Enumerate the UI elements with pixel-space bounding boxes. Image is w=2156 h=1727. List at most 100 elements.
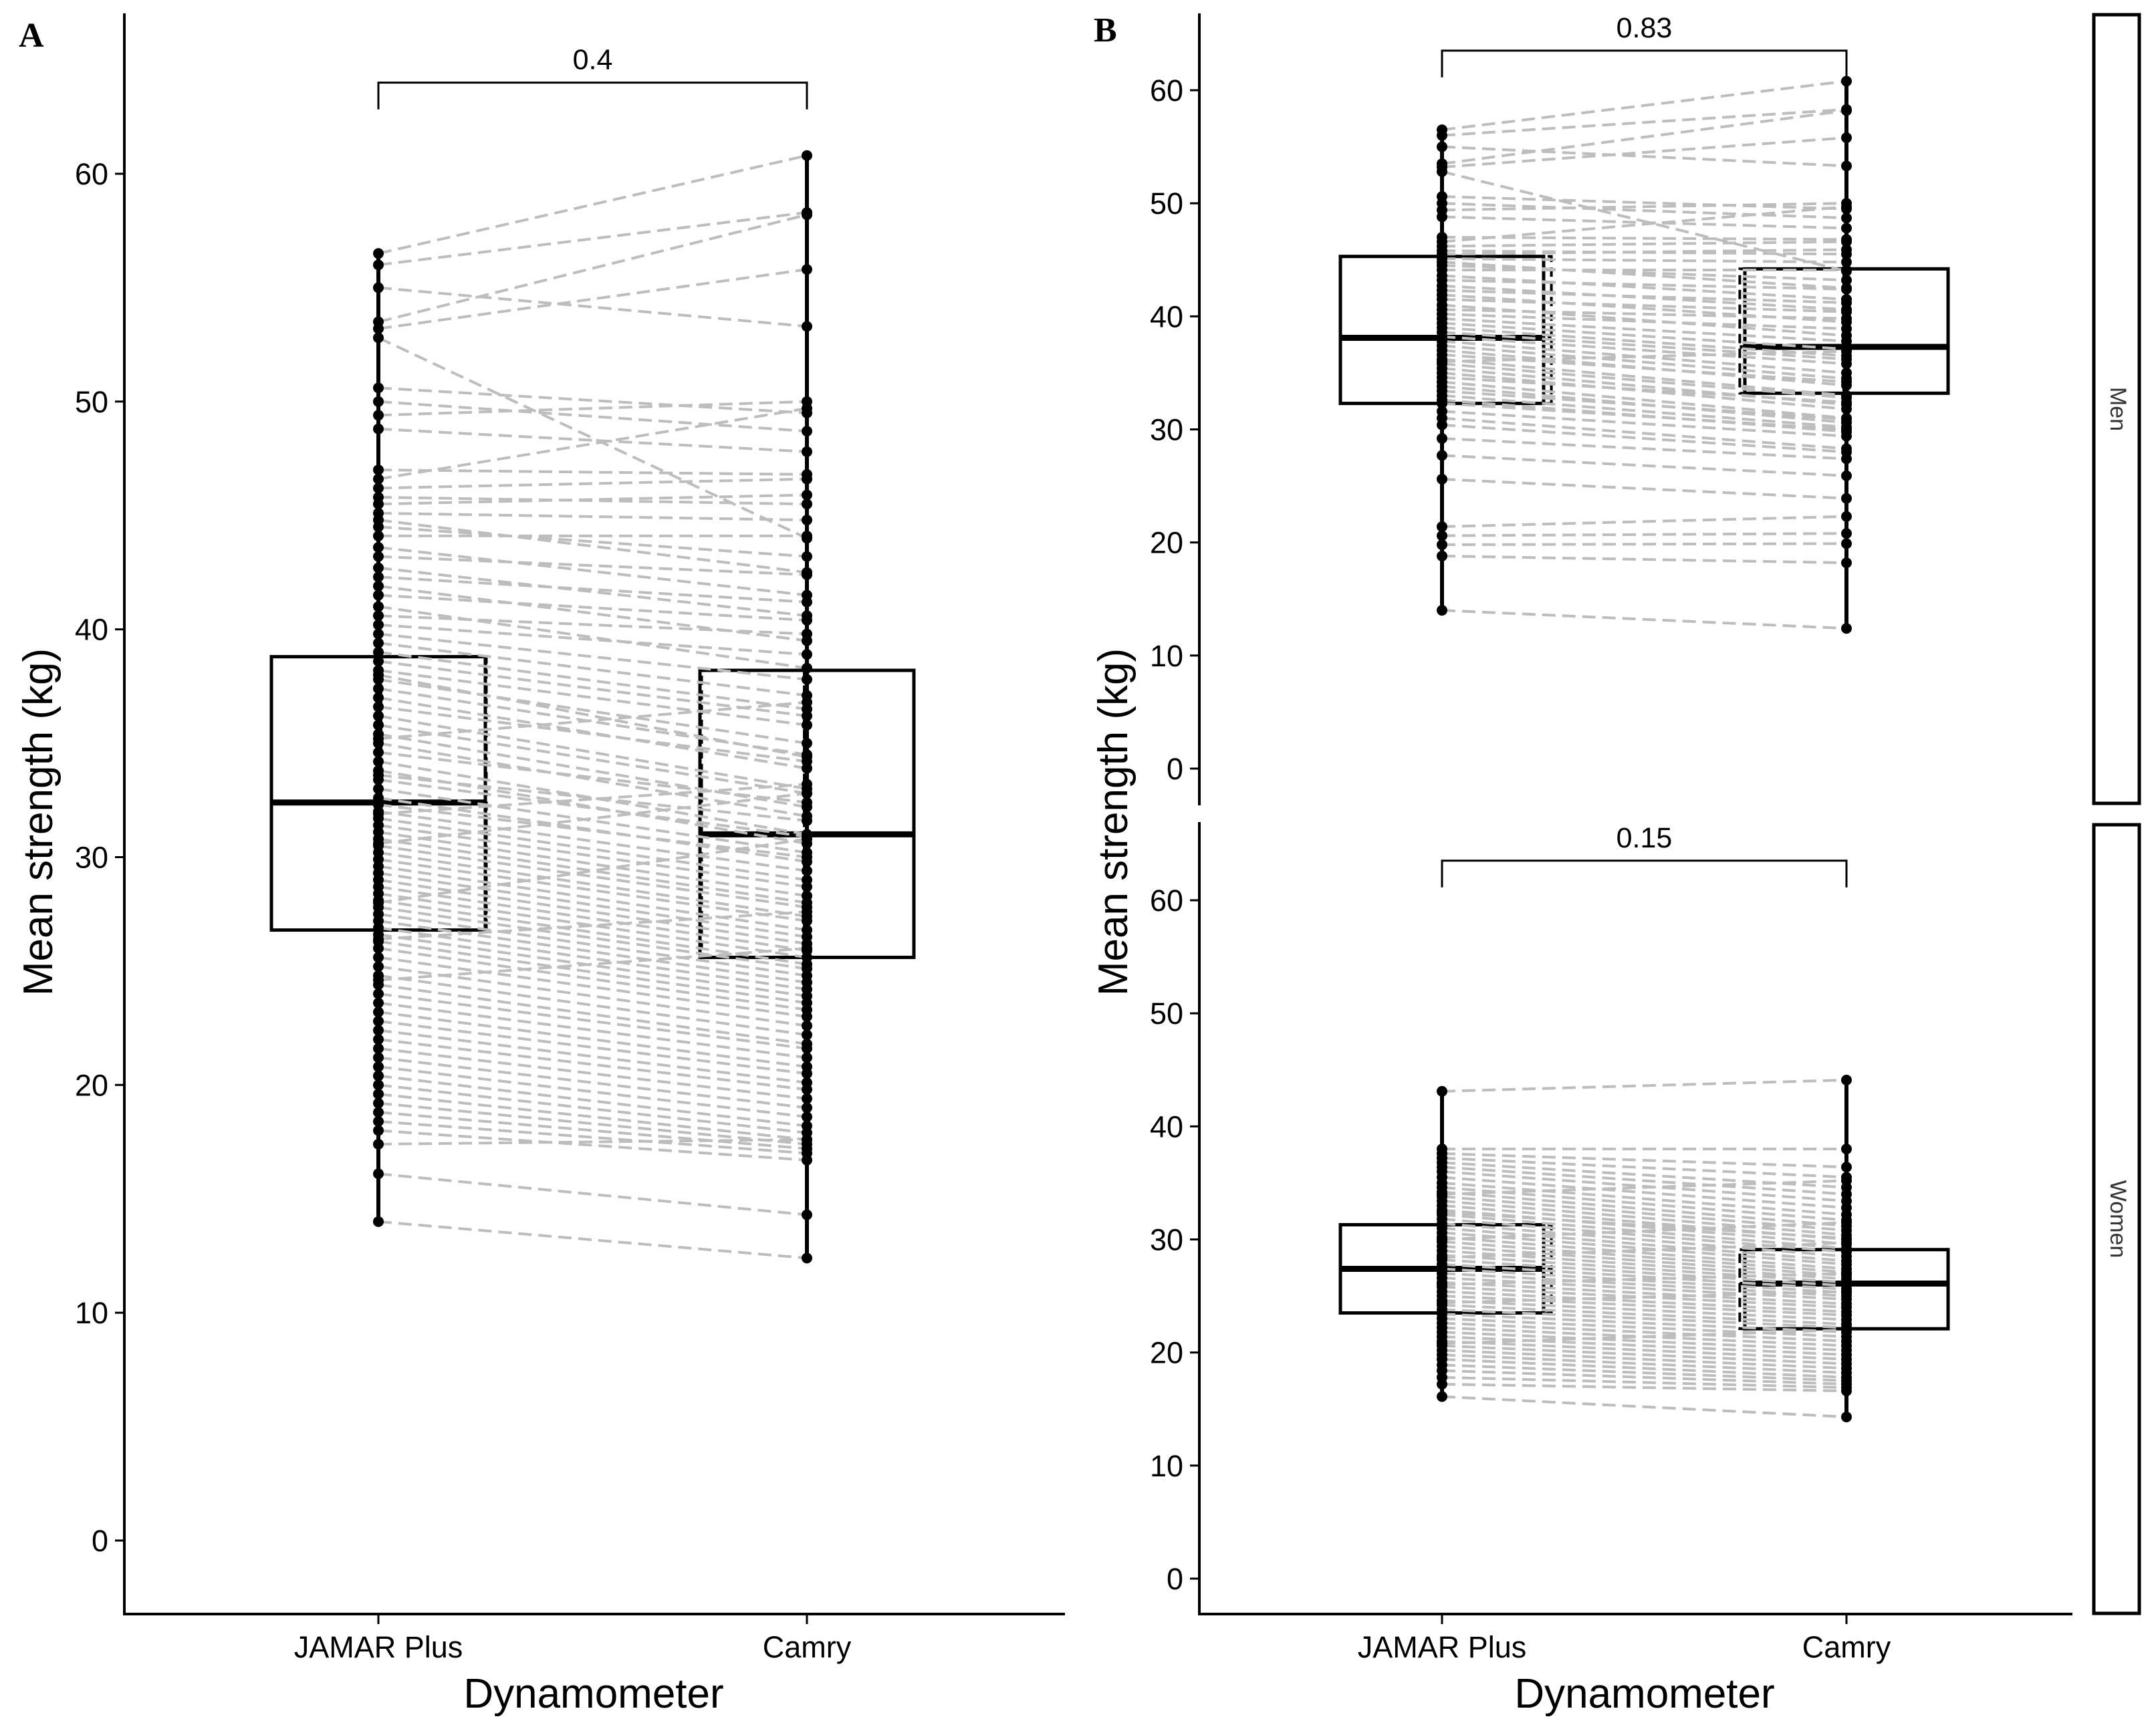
y-tick-label: 50 (1150, 997, 1183, 1031)
data-point (373, 1043, 384, 1054)
data-point (373, 683, 384, 694)
pair-line (1441, 1353, 1847, 1375)
data-point (1841, 283, 1852, 295)
data-point (802, 865, 812, 876)
y-tick-label: 40 (1150, 1109, 1183, 1144)
pair-line (378, 1038, 808, 1091)
data-point (802, 719, 812, 730)
pair-line (1441, 380, 1847, 420)
pair-line (1441, 321, 1847, 351)
data-point (802, 1084, 812, 1095)
pair-line (1441, 1221, 1847, 1241)
data-point (1841, 223, 1852, 234)
data-point (1841, 376, 1852, 388)
data-point (373, 1125, 384, 1136)
data-point (1841, 76, 1852, 87)
pair-line (378, 673, 808, 759)
pair-line (378, 714, 808, 791)
data-point (1841, 1217, 1852, 1228)
pair-line (378, 286, 808, 328)
data-point (373, 259, 384, 271)
pair-line (1441, 1331, 1847, 1352)
data-point (802, 851, 812, 863)
panel-a-x-title: Dynamometer (463, 1671, 723, 1717)
data-point (1841, 1286, 1852, 1297)
pair-line (1441, 1395, 1847, 1419)
pair-line (378, 803, 808, 859)
pair-line (378, 614, 808, 636)
pair-line (378, 783, 808, 815)
data-point (802, 662, 812, 674)
data-point (1841, 336, 1852, 347)
pair-line (1441, 1218, 1847, 1254)
data-point (373, 783, 384, 795)
data-point (1841, 323, 1852, 334)
pair-line (1441, 1258, 1847, 1287)
pair-line (1441, 264, 1847, 282)
data-point (1841, 1385, 1852, 1397)
p-value-label: 0.15 (1616, 822, 1673, 854)
pair-line (1441, 308, 1847, 320)
pair-line (1441, 248, 1847, 256)
pair-line (378, 983, 808, 1045)
data-point (1841, 275, 1852, 286)
data-point (373, 1115, 384, 1127)
pair-line (378, 477, 808, 490)
pair-line (1441, 331, 1847, 361)
pair-line (1441, 1078, 1847, 1093)
y-tick-label: 20 (75, 1068, 108, 1102)
data-point (802, 473, 812, 485)
data-point (802, 596, 812, 608)
data-point (802, 1102, 812, 1113)
pair-line (1441, 1369, 1847, 1386)
data-point (373, 619, 384, 630)
data-point (802, 569, 812, 580)
data-point (373, 571, 384, 583)
pair-line (1441, 1383, 1847, 1393)
data-point (373, 423, 384, 434)
pair-line (1441, 1290, 1847, 1305)
pair-line (1441, 80, 1847, 132)
pair-line (1441, 317, 1847, 343)
data-point (802, 881, 812, 892)
pair-line (1441, 1240, 1847, 1274)
data-point (373, 1070, 384, 1081)
pair-line (1441, 1241, 1847, 1259)
data-point (1841, 297, 1852, 309)
pair-line (1441, 1375, 1847, 1389)
data-point (373, 499, 384, 510)
pair-line (1441, 477, 1847, 500)
pair-line (378, 723, 808, 795)
pair-line (1441, 108, 1847, 137)
y-tick-label: 30 (75, 841, 108, 875)
pair-line (378, 1011, 808, 1069)
data-point (373, 897, 384, 908)
data-point (1437, 1391, 1447, 1402)
data-point (1437, 419, 1447, 430)
data-point (1437, 1085, 1447, 1097)
p-value-label: 0.83 (1616, 12, 1673, 44)
data-point (373, 974, 384, 986)
panel-b-women-plot: 0 10 20 30 40 50 60 0.15 (1150, 822, 1950, 1624)
data-point (373, 601, 384, 612)
data-point (1437, 550, 1447, 561)
data-point (373, 323, 384, 334)
pair-line (378, 566, 808, 618)
data-point (802, 779, 812, 790)
pair-line (1441, 1190, 1847, 1228)
data-point (802, 1029, 812, 1041)
pair-line (378, 511, 808, 522)
data-point (373, 838, 384, 849)
pair-line (378, 910, 808, 941)
data-point (1841, 244, 1852, 255)
pair-line (378, 992, 808, 1050)
data-point (802, 1043, 812, 1054)
pair-line (1441, 1236, 1847, 1271)
pair-line (1441, 202, 1847, 212)
data-point (1841, 1232, 1852, 1244)
panel-b-x-title: Dynamometer (1514, 1671, 1774, 1717)
pair-line (378, 386, 808, 414)
data-point (802, 1020, 812, 1031)
pair-line (378, 851, 808, 918)
pair-line (1441, 362, 1847, 400)
